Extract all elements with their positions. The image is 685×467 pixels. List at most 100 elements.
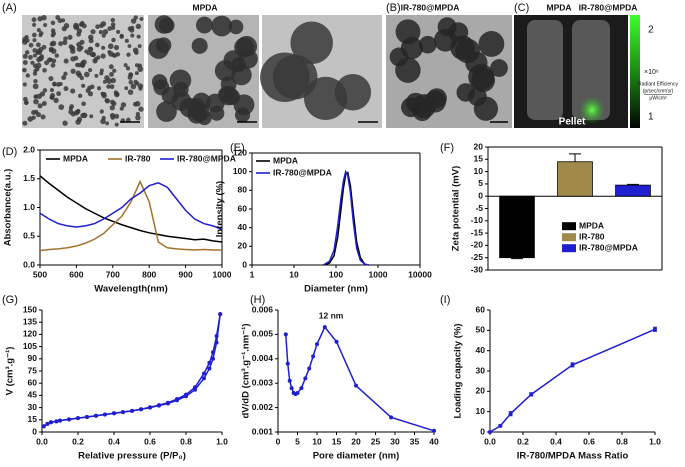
particle [405, 92, 426, 113]
particle [138, 86, 143, 91]
x-tick-label: 0.4 [550, 436, 562, 446]
particle [42, 88, 48, 93]
particle [134, 71, 139, 76]
particle [132, 47, 139, 54]
y-tick-label: 75 [28, 365, 38, 375]
legend-swatch [562, 244, 576, 253]
y-tick-label: 15 [28, 414, 38, 424]
particle [61, 75, 67, 81]
particle [490, 59, 508, 77]
particle [81, 83, 86, 88]
y-tick-label: 0.006 [252, 304, 274, 314]
particle [33, 68, 38, 73]
y-tick-label: 120 [23, 329, 37, 339]
x-tick-label: 10 [289, 269, 299, 279]
particle [290, 21, 333, 65]
particle [137, 66, 144, 72]
particle [58, 41, 64, 47]
particle [31, 32, 37, 38]
particle [448, 22, 469, 43]
error-bar [569, 153, 581, 162]
particle [90, 29, 96, 35]
particle [126, 117, 131, 123]
particle [104, 75, 110, 81]
marker [214, 334, 219, 339]
x-axis-label: Wavelength(nm) [94, 284, 168, 295]
series-line [285, 325, 435, 432]
particle [124, 86, 129, 91]
particle [153, 79, 170, 96]
marker [103, 412, 107, 417]
marker [94, 413, 98, 418]
particle [106, 84, 111, 89]
x-tick-label: 25 [371, 436, 381, 446]
particle [32, 63, 38, 69]
marker [508, 411, 513, 416]
y-tick-label: 150 [23, 304, 37, 314]
legend-label: IR-780@MPDA [273, 167, 332, 177]
panel-label: (C) [514, 2, 529, 14]
particle [109, 72, 114, 77]
marker [202, 376, 206, 381]
x-tick-label: 100 [329, 269, 343, 279]
y-tick-label: 0 [480, 426, 485, 436]
y-tick-label: 120 [233, 147, 247, 157]
x-tick-label: 0.6 [144, 436, 156, 446]
particle [129, 27, 135, 33]
particle [123, 63, 128, 68]
particle [22, 120, 28, 126]
particle [96, 55, 101, 60]
error-bar [627, 183, 639, 186]
series-line [323, 171, 369, 266]
marker [322, 325, 327, 330]
tube-label: IR-780@MPDA [579, 2, 638, 12]
x-tick-label: 700 [106, 269, 120, 279]
particle [102, 79, 107, 84]
particle [48, 76, 54, 82]
y-tick-label: 100 [233, 166, 247, 176]
particle [234, 37, 255, 58]
x-tick-label: 900 [179, 269, 193, 279]
particle [389, 47, 409, 67]
particle [22, 53, 28, 59]
marker [295, 390, 300, 395]
colorbar-label: μW/cm² [649, 95, 667, 101]
particle [62, 120, 68, 126]
particle [25, 38, 30, 43]
y-axis-label: dV/dD (cm³.g⁻¹.nm⁻¹) [241, 324, 252, 419]
x-tick-label: 0 [276, 436, 281, 446]
y-tick-label: 10 [476, 406, 486, 416]
y-tick-label: 80 [238, 185, 248, 195]
series-line [39, 181, 223, 231]
particle [61, 18, 66, 23]
particle [94, 42, 100, 48]
particle [78, 22, 84, 27]
marker [211, 350, 215, 355]
particle [125, 66, 131, 71]
marker [570, 362, 575, 367]
y-tick-label: 50 [476, 325, 486, 335]
series-line [322, 169, 369, 266]
particle [31, 17, 37, 23]
particle [96, 86, 102, 91]
particle [53, 97, 59, 104]
particle [50, 48, 57, 54]
particle [77, 93, 83, 99]
marker [58, 418, 62, 423]
particle [260, 52, 310, 102]
particle [138, 106, 144, 112]
particle [81, 59, 87, 65]
particle [101, 45, 106, 50]
y-tick-label: -5 [475, 203, 483, 213]
x-tick-label: 10 [312, 436, 322, 446]
x-axis-label: Pore diameter (nm) [313, 451, 400, 462]
marker [218, 312, 223, 317]
particle [22, 82, 27, 87]
x-tick-label: 1000 [213, 269, 232, 279]
marker [488, 430, 492, 434]
y-tick-label: 60 [476, 304, 486, 314]
particle [418, 35, 437, 54]
particle [32, 22, 37, 27]
marker [148, 405, 152, 410]
particle [89, 46, 94, 52]
